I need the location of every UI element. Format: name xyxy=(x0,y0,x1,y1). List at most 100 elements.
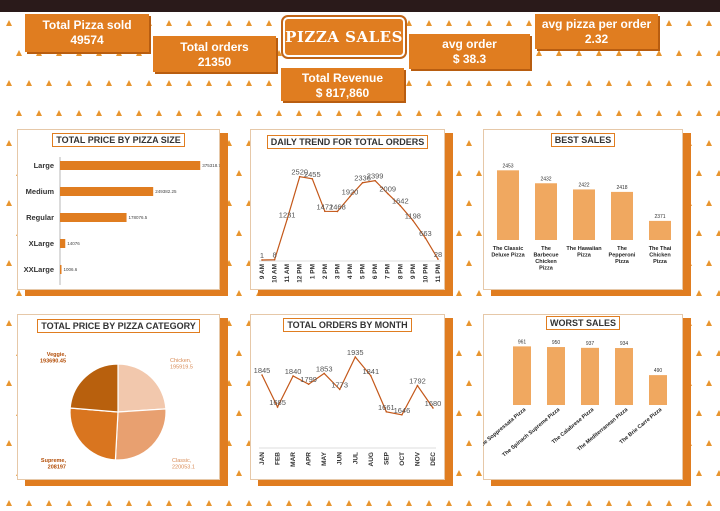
pizza-slice-pattern-mark xyxy=(66,500,72,506)
bar xyxy=(60,265,62,274)
data-point xyxy=(298,175,301,178)
chart-title: BEST SALES xyxy=(550,133,616,147)
data-point xyxy=(370,375,372,377)
data-label: 1680 xyxy=(425,399,442,408)
kpi-label: Total Pizza sold xyxy=(42,18,132,32)
pizza-slice-pattern-mark xyxy=(446,500,452,506)
category-label: The Spinach Supreme Pizza xyxy=(501,406,562,458)
data-label: 934 xyxy=(620,341,629,347)
pizza-slice-pattern-mark xyxy=(646,500,652,506)
pizza-slice-pattern-mark xyxy=(456,410,462,416)
tick-label: JUL xyxy=(352,452,359,464)
pizza-slice-pattern-mark xyxy=(266,20,272,26)
pizza-slice-pattern-mark xyxy=(226,20,232,26)
data-point xyxy=(286,218,288,221)
pizza-slice-pattern-mark xyxy=(686,80,692,86)
pizza-slice-pattern-mark xyxy=(466,140,472,146)
pizza-slice-pattern-mark xyxy=(596,110,602,116)
bar xyxy=(513,346,531,405)
pizza-slice-pattern-mark xyxy=(706,380,712,386)
pizza-slice-pattern-mark xyxy=(696,230,702,236)
pizza-slice-pattern-mark xyxy=(296,110,302,116)
pizza-slice-pattern-mark xyxy=(716,470,720,476)
pizza-slice-pattern-mark xyxy=(186,20,192,26)
data-point xyxy=(374,179,376,182)
panel-worst-sales: WORST SALES 961 The Soppressata Pizza 950 T… xyxy=(483,314,691,486)
pizza-slice-pattern-mark xyxy=(486,500,492,506)
pizza-slice-pattern-mark xyxy=(706,500,712,506)
kpi-value: $ 817,860 xyxy=(315,86,370,100)
pizza-slice-pattern-mark xyxy=(466,320,472,326)
pizza-slice-pattern-mark xyxy=(626,500,632,506)
panel-best-sales: BEST SALES 2453 2432 2422 2418 2371 The Class… xyxy=(483,129,691,296)
pizza-slice-pattern-mark xyxy=(636,50,642,56)
pizza-slice-pattern-mark xyxy=(546,80,552,86)
pizza-slice-pattern-mark xyxy=(226,500,232,506)
pizza-slice-pattern-mark xyxy=(576,110,582,116)
pizza-slice-pattern-mark xyxy=(516,110,522,116)
data-point xyxy=(386,192,389,195)
pizza-slice-pattern-mark xyxy=(476,110,482,116)
kpi-avg-order: avg order $ 38.3 xyxy=(409,34,530,69)
pizza-slice-pattern-mark xyxy=(236,290,242,296)
pizza-slice-pattern-mark xyxy=(426,20,432,26)
tick-label: 4 PM xyxy=(347,264,354,279)
chart-title: DAILY TREND FOR TOTAL ORDERS xyxy=(266,135,429,149)
pizza-slice-pattern-mark xyxy=(246,500,252,506)
tick-label: 6 PM xyxy=(372,264,379,279)
pizza-slice-pattern-mark xyxy=(16,290,22,296)
pizza-slice-pattern-mark xyxy=(206,500,212,506)
pizza-slice-pattern-mark xyxy=(236,410,242,416)
pizza-slice-pattern-mark xyxy=(406,80,412,86)
category-label: Regular xyxy=(26,213,54,222)
pizza-slice-pattern-mark xyxy=(466,440,472,446)
pizza-slice-pattern-mark xyxy=(176,110,182,116)
pizza-slice-pattern-mark xyxy=(706,20,712,26)
pizza-slice-pattern-mark xyxy=(566,80,572,86)
data-label: 2422 xyxy=(578,182,589,188)
pizza-slice-pattern-mark xyxy=(656,50,662,56)
chart-title: WORST SALES xyxy=(545,316,620,330)
pizza-slice-pattern-mark xyxy=(6,380,12,386)
data-label: 8 xyxy=(272,251,276,260)
tick-label: 1 PM xyxy=(309,264,316,279)
slice-label: Veggie, 193690.45 xyxy=(40,352,66,365)
pizza-slice-pattern-mark xyxy=(306,500,312,506)
kpi-value: 21350 xyxy=(197,55,232,69)
pizza-slice-pattern-mark xyxy=(376,110,382,116)
chart-title: TOTAL PRICE BY PIZZA CATEGORY xyxy=(37,319,200,333)
bar xyxy=(615,348,633,405)
pizza-slice-pattern-mark xyxy=(86,500,92,506)
pizza-slice-pattern-mark xyxy=(46,80,52,86)
pizza-slice-pattern-mark xyxy=(476,230,482,236)
pizza-slice-pattern-mark xyxy=(166,80,172,86)
category-label: The Barbecue Chicken Pizza xyxy=(533,246,558,272)
pizza-slice-pattern-mark xyxy=(616,50,622,56)
pizza-slice-pattern-mark xyxy=(66,80,72,86)
bar xyxy=(581,347,599,405)
pizza-slice-pattern-mark xyxy=(16,50,22,56)
tick-label: 9 AM xyxy=(259,264,266,279)
kpi-value: $ 38.3 xyxy=(452,52,487,66)
data-label: 28 xyxy=(434,250,442,259)
data-label: 1472 xyxy=(317,202,334,211)
pizza-slice-pattern-mark xyxy=(476,350,482,356)
pizza-slice-pattern-mark xyxy=(206,20,212,26)
pizza-slice-pattern-mark xyxy=(706,260,712,266)
pizza-slice-pattern-mark xyxy=(6,440,12,446)
data-point xyxy=(361,181,364,184)
data-label: 1935 xyxy=(347,348,364,357)
tick-label: 11 AM xyxy=(284,264,291,283)
pizza-slice-pattern-mark xyxy=(556,110,562,116)
data-point xyxy=(437,258,439,260)
data-point xyxy=(323,372,325,375)
pizza-slice-pattern-mark xyxy=(706,320,712,326)
pizza-slice-pattern-mark xyxy=(696,350,702,356)
data-point xyxy=(276,406,279,408)
pizza-slice-pattern-mark xyxy=(116,50,122,56)
pizza-slice-pattern-mark xyxy=(146,500,152,506)
bar xyxy=(497,170,519,240)
data-label: 1792 xyxy=(409,377,426,386)
data-label: 1841 xyxy=(362,367,379,376)
pizza-slice-pattern-mark xyxy=(436,110,442,116)
